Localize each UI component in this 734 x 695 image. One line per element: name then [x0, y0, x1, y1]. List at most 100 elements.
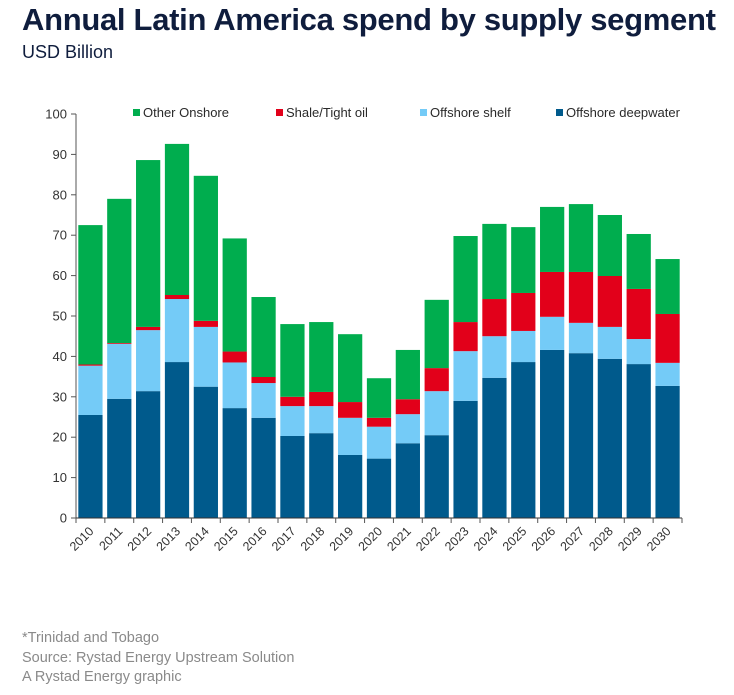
- x-tick-label-2024: 2024: [471, 524, 501, 554]
- bar-offshore-deepwater-2030: [655, 385, 680, 518]
- bar-offshore-deepwater-2029: [626, 364, 651, 518]
- bar-offshore-shelf-2027: [568, 322, 594, 354]
- legend-swatch-offshore-deepwater: [556, 109, 563, 116]
- bar-shale-tight-oil-2011: [107, 343, 132, 344]
- bar-offshore-shelf-2021: [395, 414, 420, 444]
- x-tick-label-2021: 2021: [384, 524, 414, 554]
- legend-item-other-onshore: Other Onshore: [133, 105, 229, 120]
- legend-label: Offshore deepwater: [566, 105, 680, 120]
- bar-offshore-deepwater-2019: [338, 454, 363, 518]
- bar-offshore-deepwater-2012: [136, 391, 161, 518]
- chart-subtitle: USD Billion: [22, 42, 114, 62]
- bar-offshore-shelf-2022: [424, 391, 449, 436]
- bar-shale-tight-oil-2022: [424, 368, 449, 392]
- legend-item-shale-tight-oil: Shale/Tight oil: [276, 105, 368, 120]
- bar-other-onshore-2029: [626, 233, 651, 289]
- x-tick-label-2015: 2015: [211, 524, 241, 554]
- bar-other-onshore-2015: [222, 238, 247, 352]
- bar-offshore-deepwater-2027: [568, 353, 594, 518]
- bar-offshore-deepwater-2025: [511, 362, 536, 518]
- x-tick-label-2029: 2029: [615, 524, 645, 554]
- legend-label: Other Onshore: [143, 105, 229, 120]
- legend-label: Offshore shelf: [430, 105, 511, 120]
- bar-other-onshore-2028: [597, 215, 622, 276]
- bar-offshore-shelf-2014: [193, 326, 218, 387]
- bar-other-onshore-2027: [568, 204, 594, 272]
- bar-shale-tight-oil-2024: [482, 299, 507, 337]
- bar-offshore-shelf-2028: [597, 326, 622, 359]
- bar-other-onshore-2016: [251, 297, 276, 377]
- x-tick-label-2018: 2018: [298, 524, 328, 554]
- bar-offshore-deepwater-2028: [597, 358, 622, 518]
- legend-swatch-shale-tight-oil: [276, 109, 283, 116]
- x-tick-label-2025: 2025: [500, 524, 530, 554]
- bar-shale-tight-oil-2015: [222, 351, 247, 363]
- bar-offshore-deepwater-2021: [395, 443, 420, 518]
- y-tick-label-20: 20: [53, 430, 67, 445]
- y-tick-label-80: 80: [53, 187, 67, 202]
- bar-other-onshore-2020: [366, 378, 392, 418]
- x-tick-label-2028: 2028: [586, 524, 616, 554]
- bar-shale-tight-oil-2010: [78, 364, 103, 366]
- legend-swatch-offshore-shelf: [420, 109, 427, 116]
- bar-other-onshore-2023: [453, 236, 478, 323]
- bar-shale-tight-oil-2016: [251, 377, 276, 384]
- y-tick-label-40: 40: [53, 349, 67, 364]
- bar-other-onshore-2022: [424, 299, 449, 369]
- bar-offshore-deepwater-2014: [193, 386, 218, 518]
- bar-other-onshore-2026: [540, 206, 565, 272]
- bar-offshore-deepwater-2011: [107, 398, 132, 518]
- bar-offshore-deepwater-2024: [482, 377, 507, 518]
- bar-shale-tight-oil-2017: [280, 396, 305, 407]
- bar-other-onshore-2017: [280, 324, 305, 397]
- bar-other-onshore-2021: [395, 349, 420, 400]
- bar-shale-tight-oil-2025: [511, 292, 536, 331]
- bar-offshore-shelf-2023: [453, 351, 478, 401]
- y-tick-label-10: 10: [53, 470, 67, 485]
- y-tick-label-60: 60: [53, 268, 67, 283]
- bar-offshore-shelf-2018: [309, 406, 334, 434]
- bar-other-onshore-2011: [107, 198, 132, 344]
- bar-offshore-deepwater-2018: [309, 433, 334, 518]
- bar-offshore-shelf-2026: [540, 316, 565, 350]
- bar-other-onshore-2010: [78, 225, 103, 365]
- source-note: Source: Rystad Energy Upstream Solution: [22, 649, 295, 666]
- x-tick-label-2014: 2014: [182, 524, 212, 554]
- x-tick-label-2027: 2027: [558, 524, 588, 554]
- credit-note: A Rystad Energy graphic: [22, 669, 182, 685]
- bar-shale-tight-oil-2013: [164, 294, 190, 300]
- x-tick-label-2019: 2019: [327, 524, 357, 554]
- y-tick-label-100: 100: [45, 107, 67, 122]
- x-tick-label-2013: 2013: [154, 524, 184, 554]
- bar-offshore-shelf-2019: [338, 417, 363, 455]
- bar-other-onshore-2012: [136, 160, 161, 327]
- bar-other-onshore-2024: [482, 223, 507, 300]
- bar-offshore-deepwater-2026: [540, 349, 565, 518]
- bar-other-onshore-2019: [338, 334, 363, 403]
- bar-offshore-deepwater-2013: [164, 362, 190, 518]
- bar-shale-tight-oil-2020: [366, 417, 392, 427]
- footnote: *Trinidad and Tobago: [22, 630, 160, 646]
- x-tick-label-2020: 2020: [356, 524, 386, 554]
- bar-other-onshore-2018: [309, 322, 334, 392]
- x-tick-label-2026: 2026: [529, 524, 559, 554]
- y-tick-label-30: 30: [53, 389, 67, 404]
- bar-shale-tight-oil-2026: [540, 271, 565, 317]
- bar-shale-tight-oil-2029: [626, 288, 651, 340]
- bar-shale-tight-oil-2028: [597, 276, 622, 327]
- x-tick-label-2012: 2012: [125, 524, 155, 554]
- bar-offshore-shelf-2030: [655, 362, 680, 386]
- bar-other-onshore-2013: [164, 143, 190, 295]
- legend-item-offshore-deepwater: Offshore deepwater: [556, 105, 680, 120]
- bar-offshore-shelf-2025: [511, 330, 536, 363]
- x-tick-label-2011: 2011: [96, 524, 125, 553]
- bar-shale-tight-oil-2021: [395, 399, 420, 415]
- bar-offshore-deepwater-2020: [366, 458, 392, 518]
- bar-offshore-deepwater-2010: [78, 414, 103, 518]
- bar-offshore-shelf-2013: [164, 299, 190, 363]
- bar-shale-tight-oil-2019: [338, 402, 363, 418]
- bar-offshore-deepwater-2015: [222, 408, 247, 518]
- chart-title: Annual Latin America spend by supply seg…: [22, 2, 716, 37]
- bar-offshore-deepwater-2017: [280, 435, 305, 518]
